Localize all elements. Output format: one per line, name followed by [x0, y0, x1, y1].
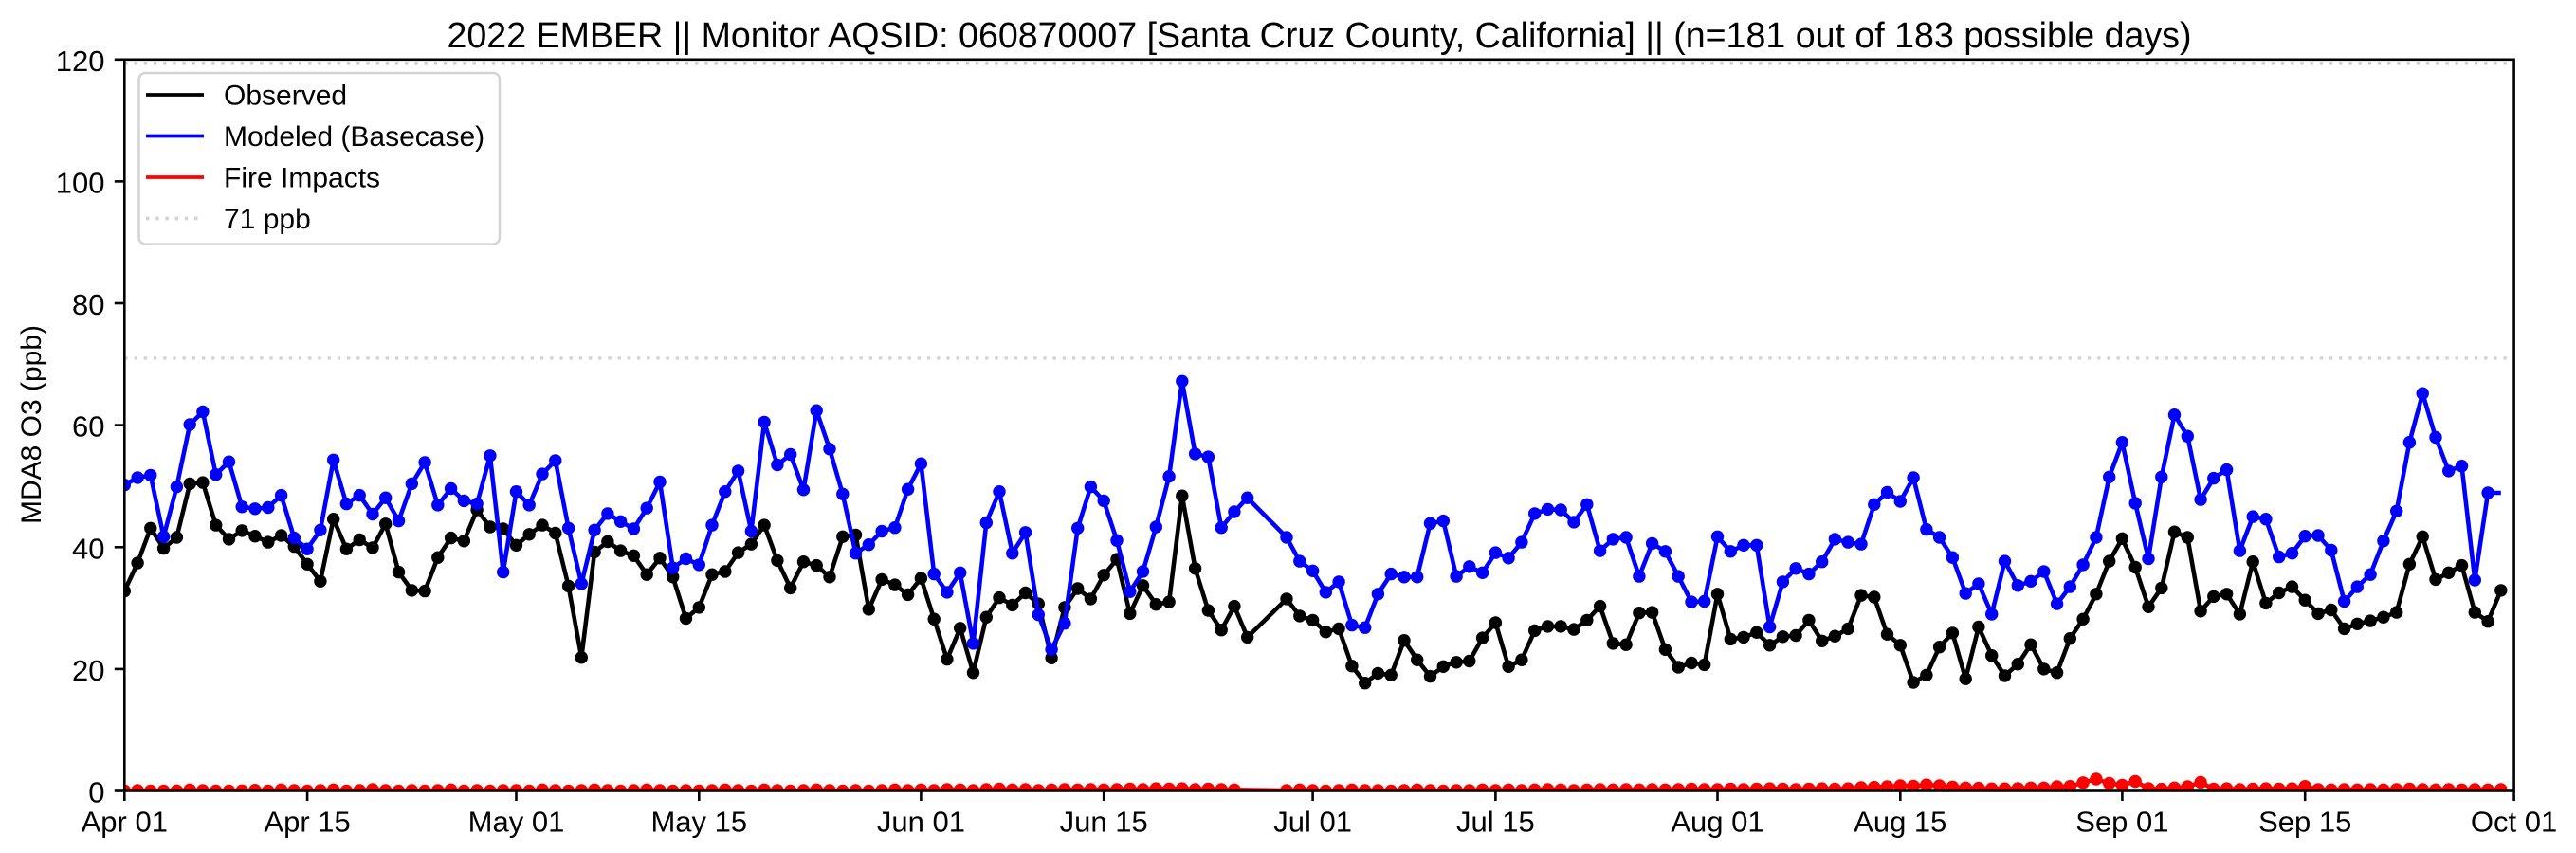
svg-text:Aug 01: Aug 01 [1671, 806, 1763, 839]
svg-text:0: 0 [88, 776, 104, 809]
svg-text:Oct 01: Oct 01 [2471, 806, 2557, 839]
svg-text:Sep 15: Sep 15 [2258, 806, 2351, 839]
svg-text:20: 20 [72, 654, 104, 687]
svg-text:Aug 15: Aug 15 [1854, 806, 1946, 839]
svg-text:May 15: May 15 [650, 806, 747, 839]
svg-text:May 01: May 01 [468, 806, 565, 839]
svg-text:Apr 01: Apr 01 [82, 806, 168, 839]
svg-text:Jul 01: Jul 01 [1273, 806, 1352, 839]
svg-text:Apr 15: Apr 15 [264, 806, 350, 839]
svg-text:MDA8 O3 (ppb): MDA8 O3 (ppb) [16, 325, 47, 524]
svg-text:Observed: Observed [224, 81, 347, 112]
svg-text:Jun 01: Jun 01 [877, 806, 965, 839]
svg-text:100: 100 [56, 166, 105, 199]
svg-text:Sep 01: Sep 01 [2075, 806, 2168, 839]
svg-text:71 ppb: 71 ppb [224, 204, 311, 235]
svg-text:80: 80 [72, 288, 104, 321]
svg-text:Jul 15: Jul 15 [1456, 806, 1535, 839]
svg-text:Modeled (Basecase): Modeled (Basecase) [224, 121, 484, 153]
svg-text:2022 EMBER || Monitor AQSID: 0: 2022 EMBER || Monitor AQSID: 060870007 [… [448, 15, 2192, 55]
svg-text:Jun 15: Jun 15 [1060, 806, 1148, 839]
svg-text:Fire Impacts: Fire Impacts [224, 163, 380, 194]
svg-text:120: 120 [56, 45, 105, 78]
svg-text:40: 40 [72, 532, 104, 565]
svg-text:60: 60 [72, 410, 104, 444]
